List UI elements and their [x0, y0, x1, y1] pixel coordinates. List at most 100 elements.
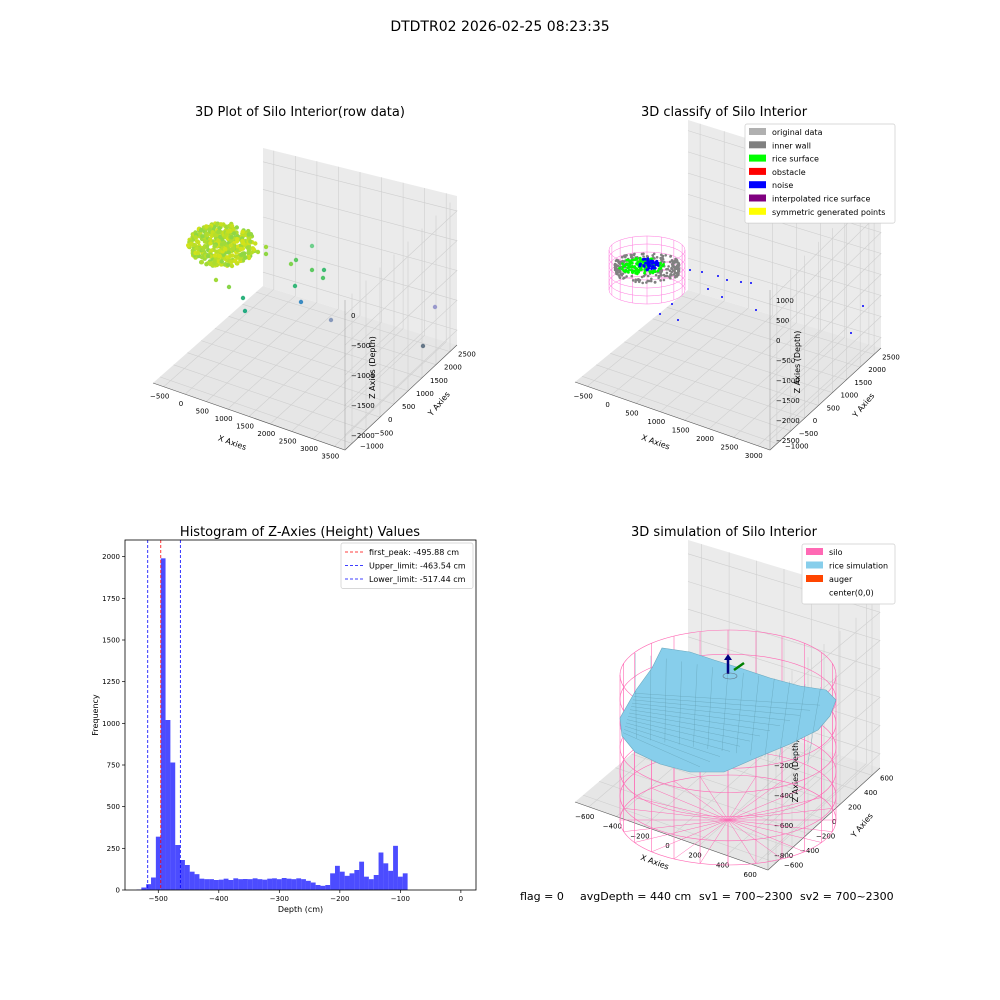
simulation-legend-swatch	[806, 575, 823, 582]
classify-inner-wall-point	[662, 273, 666, 277]
classify-inner-wall-point	[621, 272, 625, 276]
raw-y-tick: 0	[388, 416, 392, 424]
raw-data-point	[198, 227, 204, 233]
histogram-bar	[325, 885, 331, 890]
raw-data-point	[242, 308, 248, 314]
simulation-y-tick: −600	[784, 862, 803, 870]
simulation-legend-label: center(0,0)	[829, 589, 874, 598]
raw-x-tick: 500	[196, 408, 209, 416]
simulation-x-tick: 400	[716, 861, 729, 869]
raw-data-point	[218, 222, 224, 227]
histogram-bar	[315, 885, 321, 890]
classify-x-tick: 2500	[721, 443, 739, 451]
simulation-y-tick: 400	[864, 789, 877, 797]
simulation-silo-floor-spoke	[727, 819, 805, 853]
raw-gridline-x	[206, 161, 318, 402]
histogram-bar	[194, 874, 200, 890]
status-flag: flag = 0	[520, 890, 564, 903]
simulation-silo-floor-spoke	[727, 808, 833, 821]
raw-z-tick: 0	[351, 312, 355, 320]
raw-z-tick: −1000	[351, 372, 375, 380]
histogram-y-tick: 500	[107, 803, 120, 811]
histogram-bar	[296, 878, 302, 890]
raw-data-point	[321, 267, 327, 273]
classify-legend-label: symmetric generated points	[772, 208, 885, 217]
raw-data-point	[204, 262, 209, 267]
classify-inner-wall-point	[668, 260, 672, 264]
classify-inner-wall-point	[657, 274, 661, 278]
classify-legend-box	[744, 123, 896, 224]
simulation-3d-plot: −600−400−2000200400600−600−400−200020040…	[574, 540, 896, 879]
raw-data-point	[233, 258, 238, 264]
histogram-bar	[257, 879, 263, 890]
classify-legend-swatch	[749, 207, 766, 215]
classify-x-tick: 3000	[745, 452, 763, 460]
raw-data-point	[233, 254, 238, 259]
raw-data-point	[263, 251, 269, 257]
histogram-bar	[238, 879, 244, 890]
raw-data-point	[293, 257, 299, 263]
simulation-y-tick: 600	[880, 774, 893, 782]
histogram-bar	[243, 879, 248, 890]
classify-legend-label: obstacle	[772, 168, 806, 177]
simulation-x-tick: 600	[744, 871, 757, 879]
simulation-rice-mesh	[631, 702, 791, 721]
status-sv2: sv2 = 700~2300	[800, 890, 894, 903]
simulation-rice-mesh	[750, 675, 760, 756]
raw-gridline-x	[312, 188, 426, 440]
raw-gridline-z	[262, 244, 458, 406]
classify-inner-wall-point	[662, 260, 666, 264]
raw-data-point	[246, 255, 252, 261]
classify-noise-point	[721, 296, 723, 298]
classify-rice-point	[652, 270, 655, 274]
simulation-gridline-z	[687, 636, 881, 796]
histogram-bar	[155, 836, 161, 890]
classify-inner-wall-point	[646, 274, 650, 278]
raw-x-tick: 1500	[236, 423, 254, 431]
classify-inner-wall-point	[670, 273, 673, 277]
raw-data-point	[242, 251, 247, 256]
classify-noise-point	[654, 261, 658, 264]
raw-data-point	[328, 317, 334, 323]
raw-y-tick: −500	[374, 429, 393, 437]
histogram-legend-label: Lower_limit: -517.44 cm	[369, 575, 466, 584]
classify-z-tick: 500	[776, 317, 789, 325]
classify-inner-wall-point	[631, 279, 635, 282]
classify-rice-point	[633, 269, 636, 273]
raw-x-tick: −500	[150, 393, 169, 401]
raw-data-point	[223, 246, 228, 252]
raw-data-point	[226, 229, 231, 234]
classify-gridline-x	[733, 168, 846, 438]
histogram-bar	[364, 876, 369, 890]
classify-rice-point	[621, 262, 624, 266]
classify-inner-wall-point	[630, 254, 633, 257]
raw-x-tick: 3000	[300, 445, 318, 453]
classify-inner-wall-point	[676, 272, 680, 276]
histogram-bar	[359, 861, 365, 890]
classify-inner-wall-point	[642, 274, 646, 278]
classify-inner-wall-point	[637, 280, 641, 284]
histogram-bar	[339, 871, 345, 890]
raw-data-point	[212, 243, 217, 249]
histogram-x-label: Depth (cm)	[278, 905, 323, 914]
classify-inner-wall-point	[614, 263, 618, 267]
simulation-rice-mesh	[626, 719, 741, 747]
classify-legend-swatch	[749, 181, 766, 189]
simulation-silo-floor-spoke	[699, 776, 729, 821]
simulation-x-tick: −600	[575, 813, 594, 821]
simulation-silo-floor-spoke	[727, 797, 822, 821]
raw-data-point	[228, 238, 234, 243]
simulation-rice-mesh	[624, 726, 721, 757]
raw-data-point	[230, 246, 236, 251]
histogram-x-tick: 0	[459, 895, 463, 903]
simulation-rice-mesh	[635, 652, 637, 739]
classify-inner-wall-point	[661, 255, 664, 258]
classify-inner-wall-point	[614, 269, 618, 272]
raw-data-point	[217, 225, 222, 231]
simulation-x-tick: −200	[630, 832, 649, 840]
classify-noise-point	[650, 267, 653, 270]
raw-gridline-x	[248, 172, 361, 417]
histogram-bar	[209, 879, 214, 890]
classify-inner-wall-point	[619, 272, 622, 276]
